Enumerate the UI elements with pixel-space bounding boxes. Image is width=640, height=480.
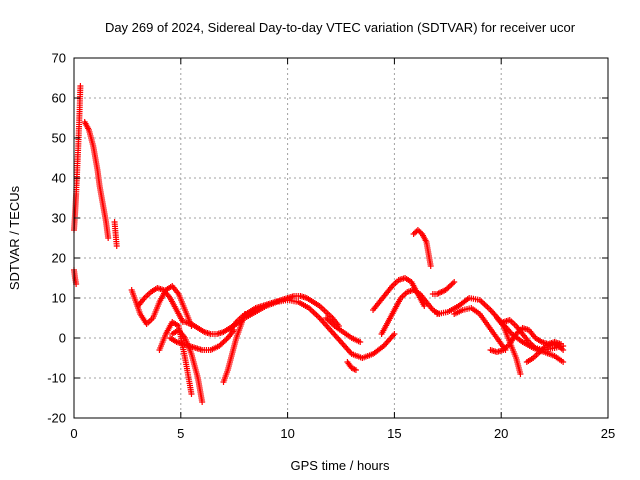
plot-frame (73, 57, 609, 419)
x-tick-label: 10 (280, 426, 294, 441)
data-point (517, 371, 524, 377)
data-point (352, 367, 359, 373)
data-point (351, 366, 358, 373)
y-tick-label: 30 (52, 211, 66, 226)
series-arc-20 (434, 295, 567, 365)
data-point (451, 279, 458, 285)
series-arc-15 (344, 359, 359, 373)
data-point (113, 243, 120, 249)
series-layer (71, 83, 567, 405)
series-arc-13 (241, 297, 398, 361)
series-arc-19 (429, 279, 458, 297)
data-point (357, 339, 364, 345)
y-tick-label: 50 (52, 131, 66, 146)
x-axis-label: GPS time / hours (291, 458, 390, 473)
tick-layer: 0 5 10 15 20 25 -20 -10 0 10 20 30 40 50 60 70 (47, 51, 615, 442)
x-tick-label: 15 (387, 426, 401, 441)
y-tick-label: -20 (47, 411, 66, 426)
x-tick-label: 0 (70, 426, 77, 441)
y-tick-label: 60 (52, 91, 66, 106)
data-point (560, 359, 567, 365)
y-tick-label: 70 (52, 51, 66, 66)
data-point (105, 235, 112, 241)
series-arc-14 (323, 315, 364, 345)
data-point (391, 331, 398, 337)
series-arc-4 (111, 219, 120, 249)
series-arc-21 (451, 305, 509, 353)
x-tick-label: 25 (601, 426, 615, 441)
series-arc-18 (410, 227, 434, 269)
y-tick-label: 40 (52, 171, 66, 186)
data-point (199, 399, 206, 405)
chart-title: Day 269 of 2024, Sidereal Day-to-day VTE… (105, 20, 576, 35)
y-axis-label: SDTVAR / TECUs (7, 185, 22, 290)
data-point (421, 303, 428, 309)
x-tick-label: 5 (177, 426, 184, 441)
y-tick-label: 0 (59, 331, 66, 346)
data-point (188, 391, 195, 397)
x-tick-label: 20 (494, 426, 508, 441)
y-tick-label: -10 (47, 371, 66, 386)
y-tick-label: 10 (52, 291, 66, 306)
series-arc-17 (378, 287, 443, 337)
series-arc-7 (156, 319, 195, 397)
data-point (427, 263, 434, 269)
series-arc-9 (167, 327, 238, 353)
series-arc-3 (81, 119, 112, 241)
data-point (77, 83, 84, 89)
y-tick-label: 20 (52, 251, 66, 266)
series-arc-25 (500, 317, 567, 353)
data-point (560, 343, 567, 349)
series-arc-1 (71, 83, 84, 233)
series-arc-2 (71, 267, 80, 287)
